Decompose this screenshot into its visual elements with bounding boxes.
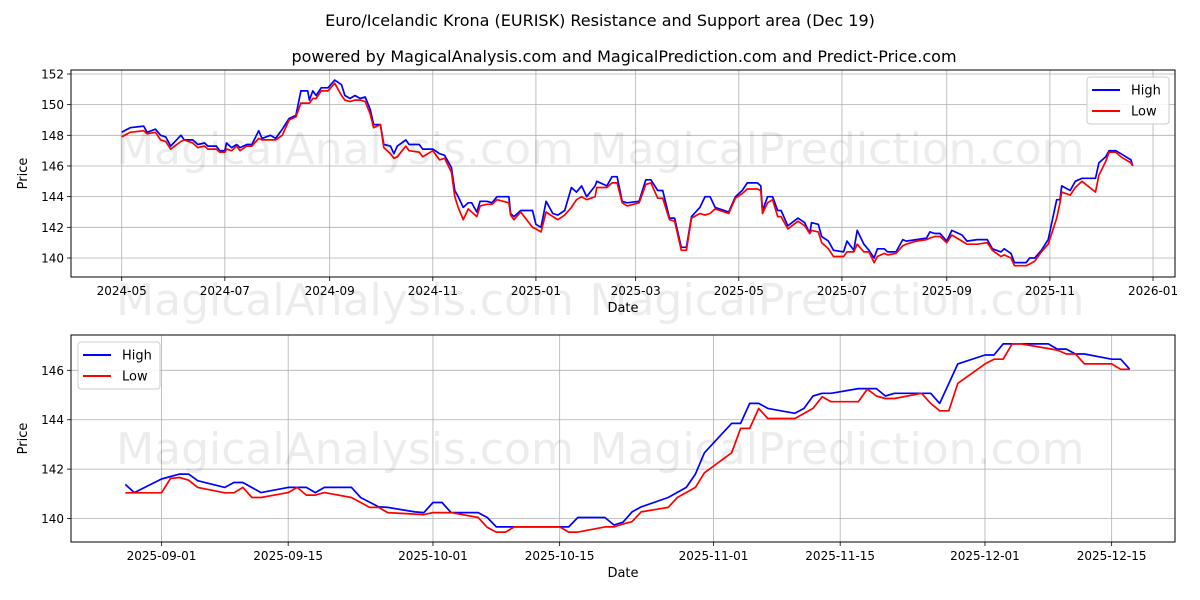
legend-label: High	[122, 349, 152, 364]
y-tick-label: 142	[41, 463, 64, 477]
x-tick-label: 2025-12-01	[950, 549, 1020, 563]
x-tick-label: 2025-03	[611, 284, 661, 298]
watermark-analysis: MagicalAnalysis.com	[116, 124, 574, 175]
y-tick-label: 146	[41, 364, 64, 378]
chart-subtitle: powered by MagicalAnalysis.com and Magic…	[291, 47, 956, 66]
y-tick-label: 144	[41, 190, 64, 204]
y-tick-label: 144	[41, 413, 64, 427]
legend-box	[1086, 76, 1170, 125]
x-axis-label: Date	[607, 301, 638, 316]
x-tick-label: 2025-11-15	[805, 549, 875, 563]
x-tick-label: 2025-07	[817, 284, 867, 298]
y-tick-label: 142	[41, 221, 64, 235]
legend-label: Low	[122, 370, 148, 385]
x-tick-label: 2025-10-01	[398, 549, 468, 563]
y-tick-label: 148	[41, 129, 64, 143]
x-tick-label: 2025-11-01	[679, 549, 749, 563]
x-tick-label: 2025-05	[714, 284, 764, 298]
y-tick-label: 150	[41, 98, 64, 112]
high-series-line	[124, 343, 1131, 528]
legend-label: High	[1131, 84, 1161, 99]
y-tick-label: 152	[41, 67, 64, 81]
bottom-chart-panel: 2025-09-01 2025-09-15 2025-10-01 2025-10-15…	[16, 334, 1176, 581]
x-axis-label: Date	[607, 566, 638, 581]
y-tick-label: 140	[41, 251, 64, 265]
x-tick-label: 2024-11	[408, 284, 458, 298]
high-series-line	[121, 79, 1134, 264]
x-tick-label: 2025-10-15	[525, 549, 595, 563]
watermark-prediction: MagicalPrediction.com	[590, 124, 1085, 175]
legend-label: Low	[1131, 105, 1157, 120]
x-tick-label: 2025-01	[511, 284, 561, 298]
x-tick-label: 2025-11	[1025, 284, 1075, 298]
legend: High Low	[1086, 76, 1170, 125]
x-tick-label: 2024-07	[200, 284, 250, 298]
y-tick-label: 146	[41, 159, 64, 173]
x-tick-label: 2026-01	[1128, 284, 1178, 298]
x-tick-label: 2024-05	[97, 284, 147, 298]
watermark-analysis: MagicalAnalysis.com	[116, 275, 574, 326]
y-axis-label: Price	[16, 158, 31, 190]
y-axis-label: Price	[16, 423, 31, 455]
low-series-line	[121, 82, 1134, 267]
legend-box	[77, 341, 161, 390]
x-tick-label: 2025-09-01	[127, 549, 197, 563]
plot-frame	[70, 69, 1176, 278]
watermark-prediction: MagicalPrediction.com	[590, 275, 1085, 326]
plot-frame	[70, 334, 1176, 543]
x-tick-label: 2025-12-15	[1077, 549, 1147, 563]
top-chart-panel: 2024-05 2024-07 2024-09 2024-11 2025-01 2025-…	[16, 67, 1178, 316]
legend: High Low	[77, 341, 161, 390]
y-tick-label: 140	[41, 512, 64, 526]
low-series-line	[125, 343, 1130, 533]
watermark-analysis: MagicalAnalysis.com	[116, 424, 574, 475]
chart-title: Euro/Icelandic Krona (EURISK) Resistance…	[325, 11, 875, 30]
x-tick-label: 2024-09	[305, 284, 355, 298]
watermark-prediction: MagicalPrediction.com	[590, 424, 1085, 475]
x-tick-label: 2025-09-15	[253, 549, 323, 563]
x-tick-label: 2025-09	[922, 284, 972, 298]
